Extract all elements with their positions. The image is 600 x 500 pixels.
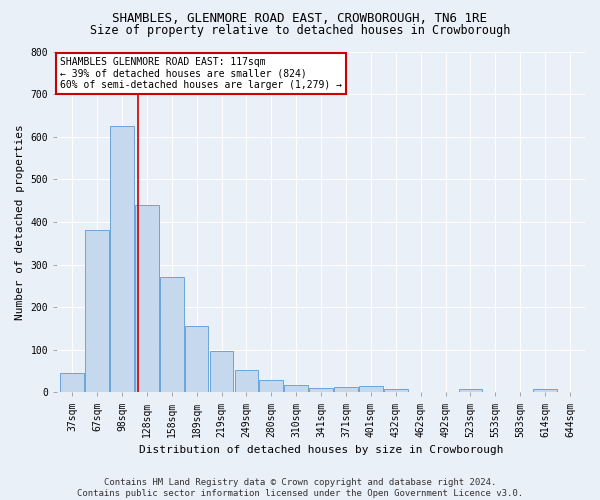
X-axis label: Distribution of detached houses by size in Crowborough: Distribution of detached houses by size … (139, 445, 503, 455)
Text: Contains HM Land Registry data © Crown copyright and database right 2024.
Contai: Contains HM Land Registry data © Crown c… (77, 478, 523, 498)
Bar (309, 388, 333, 392)
Bar (458, 389, 482, 392)
Text: SHAMBLES, GLENMORE ROAD EAST, CROWBOROUGH, TN6 1RE: SHAMBLES, GLENMORE ROAD EAST, CROWBOROUG… (113, 12, 487, 26)
Bar (185, 326, 208, 392)
Bar (259, 380, 283, 392)
Bar (110, 126, 134, 392)
Text: Size of property relative to detached houses in Crowborough: Size of property relative to detached ho… (90, 24, 510, 37)
Bar (209, 351, 233, 393)
Bar (85, 230, 109, 392)
Bar (284, 385, 308, 392)
Bar (61, 373, 84, 392)
Bar (359, 386, 383, 392)
Bar (135, 205, 158, 392)
Text: SHAMBLES GLENMORE ROAD EAST: 117sqm
← 39% of detached houses are smaller (824)
6: SHAMBLES GLENMORE ROAD EAST: 117sqm ← 39… (60, 56, 342, 90)
Bar (533, 389, 557, 392)
Bar (384, 390, 407, 392)
Bar (160, 278, 184, 392)
Y-axis label: Number of detached properties: Number of detached properties (15, 124, 25, 320)
Bar (334, 388, 358, 392)
Bar (235, 370, 258, 392)
